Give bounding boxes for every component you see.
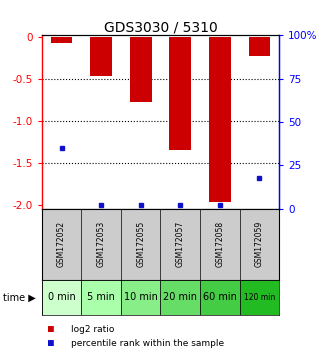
- Text: 20 min: 20 min: [163, 292, 197, 302]
- Bar: [169, 37, 191, 150]
- Text: 60 min: 60 min: [203, 292, 237, 302]
- Text: GSM172057: GSM172057: [176, 221, 185, 267]
- Text: GSM172055: GSM172055: [136, 221, 145, 267]
- Text: log2 ratio: log2 ratio: [71, 325, 114, 334]
- Bar: [240, 280, 279, 315]
- Bar: [200, 280, 240, 315]
- Bar: [209, 37, 231, 202]
- Bar: [160, 280, 200, 315]
- Bar: [51, 37, 73, 43]
- Bar: [42, 280, 81, 315]
- Text: GSM172053: GSM172053: [97, 221, 106, 267]
- Text: 120 min: 120 min: [244, 293, 275, 302]
- Text: time ▶: time ▶: [3, 292, 36, 302]
- Bar: [248, 37, 270, 56]
- Bar: [130, 37, 152, 102]
- Text: GSM172058: GSM172058: [215, 221, 224, 267]
- Text: percentile rank within the sample: percentile rank within the sample: [71, 339, 224, 348]
- Bar: [90, 37, 112, 76]
- Text: 0 min: 0 min: [48, 292, 75, 302]
- Text: GSM172059: GSM172059: [255, 221, 264, 267]
- Text: ■: ■: [48, 324, 54, 334]
- Text: 10 min: 10 min: [124, 292, 158, 302]
- Bar: [121, 280, 160, 315]
- Text: ■: ■: [48, 338, 54, 348]
- Text: 5 min: 5 min: [87, 292, 115, 302]
- Title: GDS3030 / 5310: GDS3030 / 5310: [104, 20, 217, 34]
- Text: GSM172052: GSM172052: [57, 221, 66, 267]
- Bar: [81, 280, 121, 315]
